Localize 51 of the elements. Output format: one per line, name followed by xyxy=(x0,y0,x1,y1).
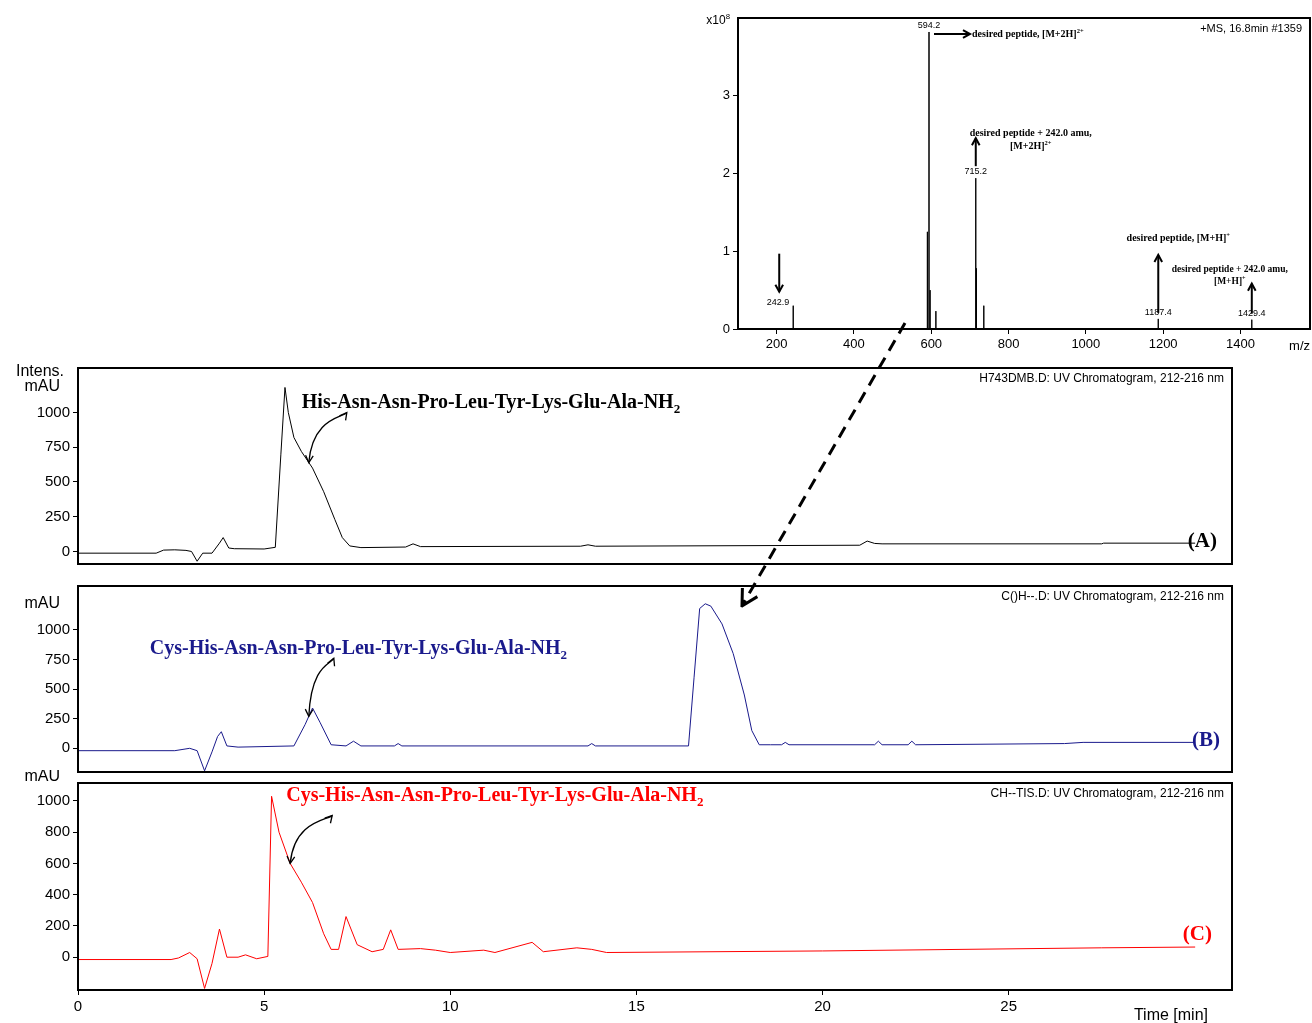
y-tick-label: 750 xyxy=(44,437,70,455)
x-tick-label: 10 xyxy=(441,997,459,1015)
y-tick-label: 400 xyxy=(44,884,70,902)
y-axis-title: mAU xyxy=(24,767,61,784)
annotation: (B) xyxy=(1192,727,1221,751)
chart-title: C()H--.D: UV Chromatogram, 212-216 nm xyxy=(1001,589,1225,603)
y-tick-label: 500 xyxy=(44,679,70,697)
y-tick-label: 2 xyxy=(722,165,730,181)
y-tick-label: 250 xyxy=(44,506,70,524)
y-tick-label: 0 xyxy=(61,738,70,756)
x-tick-label: 0 xyxy=(73,997,83,1015)
x-tick-label: 600 xyxy=(920,336,943,352)
x-axis-title: m/z xyxy=(1289,338,1311,353)
x-tick-label: 25 xyxy=(1000,997,1017,1015)
y-axis-title: mAU xyxy=(24,377,61,394)
x-tick-label: 1200 xyxy=(1148,336,1178,352)
y-tick-label: 600 xyxy=(44,853,70,871)
annotation: 1187.4 xyxy=(1144,306,1172,317)
x-tick-label: 15 xyxy=(628,997,645,1015)
annotation: 594.2 xyxy=(917,20,941,30)
y-tick-label: 750 xyxy=(44,649,70,667)
y-tick-label: 1000 xyxy=(36,791,70,809)
y-tick-label: 1 xyxy=(722,242,730,258)
x-tick-label: 400 xyxy=(843,336,865,352)
annotation: (A) xyxy=(1187,528,1218,552)
x-tick-label: 200 xyxy=(765,336,788,352)
text: Intens. xyxy=(15,362,64,379)
y-tick-label: 250 xyxy=(44,708,70,726)
y-tick-label: 0 xyxy=(722,320,730,336)
chart-title: H743DMB.D: UV Chromatogram, 212-216 nm xyxy=(979,371,1224,385)
annotation: (C) xyxy=(1182,921,1213,945)
y-tick-label: 500 xyxy=(44,472,70,490)
chart-title: CH--TIS.D: UV Chromatogram, 212-216 nm xyxy=(990,786,1224,800)
x-tick-label: 1400 xyxy=(1225,336,1255,352)
y-axis-title: mAU xyxy=(24,594,61,611)
x-tick-label: 800 xyxy=(997,336,1020,352)
y-tick-label: 3 xyxy=(722,87,730,103)
chart-title: +MS, 16.8min #1359 xyxy=(1200,22,1303,34)
x-tick-label: 1000 xyxy=(1071,336,1101,352)
x-tick-label: 20 xyxy=(814,997,831,1015)
annotation: 242.9 xyxy=(766,296,790,307)
y-tick-label: 1000 xyxy=(36,619,70,637)
annotation: 715.2 xyxy=(964,166,988,177)
y-tick-label: 800 xyxy=(44,822,70,840)
x-tick-label: 5 xyxy=(259,997,269,1015)
y-tick-label: 200 xyxy=(44,916,70,934)
annotation: 1429.4 xyxy=(1238,307,1266,318)
y-tick-label: 0 xyxy=(61,947,70,965)
y-tick-label: 1000 xyxy=(36,402,70,420)
y-tick-label: 0 xyxy=(61,541,70,559)
x-axis-title: Time [min] xyxy=(1133,1006,1208,1023)
